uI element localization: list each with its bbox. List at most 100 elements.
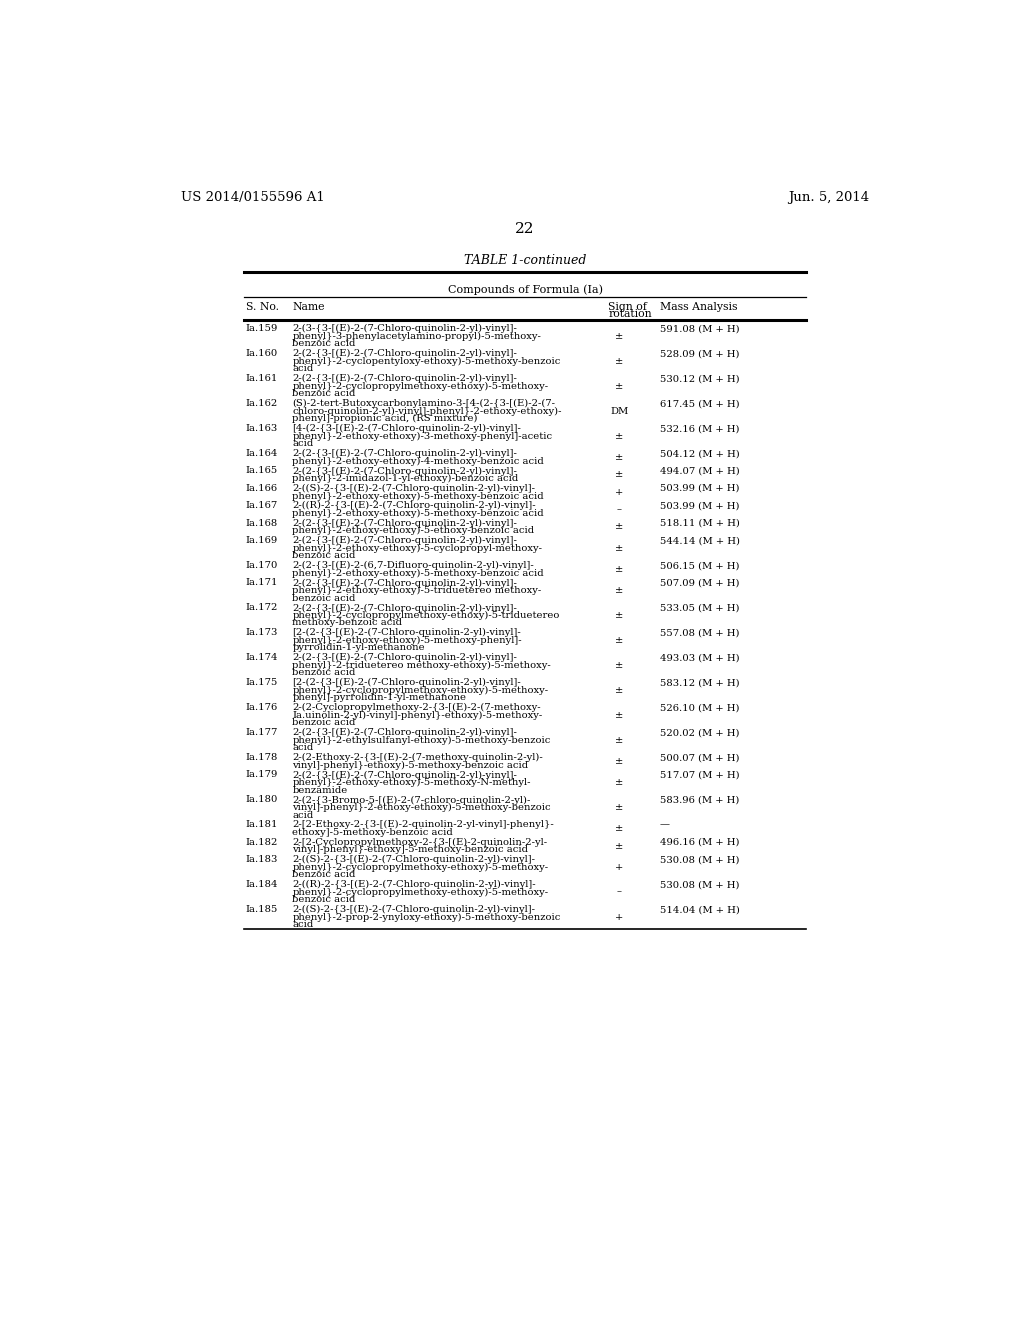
Text: phenyl}-3-phenylacetylamino-propyl)-5-methoxy-: phenyl}-3-phenylacetylamino-propyl)-5-me… — [292, 331, 541, 341]
Text: Ia.174: Ia.174 — [246, 653, 279, 663]
Text: 2-((S)-2-{3-[(E)-2-(7-Chloro-quinolin-2-yl)-vinyl]-: 2-((S)-2-{3-[(E)-2-(7-Chloro-quinolin-2-… — [292, 484, 536, 492]
Text: 583.96 (M + H): 583.96 (M + H) — [659, 796, 739, 804]
Text: Ia.169: Ia.169 — [246, 536, 279, 545]
Text: [2-(2-{3-[(E)-2-(7-Chloro-quinolin-2-yl)-vinyl]-: [2-(2-{3-[(E)-2-(7-Chloro-quinolin-2-yl)… — [292, 628, 521, 638]
Text: 518.11 (M + H): 518.11 (M + H) — [659, 519, 739, 528]
Text: Ia.172: Ia.172 — [246, 603, 279, 612]
Text: benzoic acid: benzoic acid — [292, 718, 355, 727]
Text: ±: ± — [615, 356, 624, 366]
Text: 2-[2-Cyclopropylmethoxy-2-{3-[(E)-2-quinolin-2-yl-: 2-[2-Cyclopropylmethoxy-2-{3-[(E)-2-quin… — [292, 838, 548, 847]
Text: acid: acid — [292, 440, 313, 449]
Text: 2-(2-{3-[(E)-2-(7-Chloro-quinolin-2-yl)-vinyl]-: 2-(2-{3-[(E)-2-(7-Chloro-quinolin-2-yl)-… — [292, 729, 517, 738]
Text: 2-(2-Cyclopropylmethoxy-2-{3-[(E)-2-(7-methoxy-: 2-(2-Cyclopropylmethoxy-2-{3-[(E)-2-(7-m… — [292, 704, 541, 713]
Text: ±: ± — [615, 523, 624, 532]
Text: Ia.181: Ia.181 — [246, 820, 279, 829]
Text: Ia.173: Ia.173 — [246, 628, 279, 638]
Text: acid: acid — [292, 810, 313, 820]
Text: vinyl]-phenyl}-ethoxy)-5-methoxy-benzoic acid: vinyl]-phenyl}-ethoxy)-5-methoxy-benzoic… — [292, 760, 528, 770]
Text: 583.12 (M + H): 583.12 (M + H) — [659, 678, 739, 688]
Text: 533.05 (M + H): 533.05 (M + H) — [659, 603, 739, 612]
Text: Ia.167: Ia.167 — [246, 502, 279, 511]
Text: ±: ± — [615, 842, 624, 850]
Text: acid: acid — [292, 364, 313, 374]
Text: phenyl}-2-cyclopropylmethoxy-ethoxy)-5-methoxy-: phenyl}-2-cyclopropylmethoxy-ethoxy)-5-m… — [292, 887, 549, 896]
Text: 494.07 (M + H): 494.07 (M + H) — [659, 466, 739, 475]
Text: acid: acid — [292, 920, 313, 929]
Text: DM: DM — [610, 407, 629, 416]
Text: 528.09 (M + H): 528.09 (M + H) — [659, 350, 739, 358]
Text: ±: ± — [615, 381, 624, 391]
Text: 2-(3-{3-[(E)-2-(7-Chloro-quinolin-2-yl)-vinyl]-: 2-(3-{3-[(E)-2-(7-Chloro-quinolin-2-yl)-… — [292, 325, 517, 334]
Text: 493.03 (M + H): 493.03 (M + H) — [659, 653, 739, 663]
Text: Ia.179: Ia.179 — [246, 771, 279, 780]
Text: phenyl}-2-ethylsulfanyl-ethoxy)-5-methoxy-benzoic: phenyl}-2-ethylsulfanyl-ethoxy)-5-methox… — [292, 735, 551, 744]
Text: Mass Analysis: Mass Analysis — [659, 302, 737, 312]
Text: Ia.171: Ia.171 — [246, 578, 279, 587]
Text: phenyl]-pyrrolidin-1-yl-methanone: phenyl]-pyrrolidin-1-yl-methanone — [292, 693, 466, 702]
Text: 507.09 (M + H): 507.09 (M + H) — [659, 578, 739, 587]
Text: Ia.176: Ia.176 — [246, 704, 279, 713]
Text: 2-((S)-2-{3-[(E)-2-(7-Chloro-quinolin-2-yl)-vinyl]-: 2-((S)-2-{3-[(E)-2-(7-Chloro-quinolin-2-… — [292, 906, 536, 915]
Text: benzoic acid: benzoic acid — [292, 895, 355, 904]
Text: ±: ± — [615, 710, 624, 719]
Text: ±: ± — [615, 565, 624, 574]
Text: 2-(2-Ethoxy-2-{3-[(E)-2-(7-methoxy-quinolin-2-yl)-: 2-(2-Ethoxy-2-{3-[(E)-2-(7-methoxy-quino… — [292, 754, 543, 762]
Text: 503.99 (M + H): 503.99 (M + H) — [659, 502, 739, 511]
Text: Compounds of Formula (Ia): Compounds of Formula (Ia) — [447, 285, 603, 296]
Text: Ia.161: Ia.161 — [246, 375, 279, 383]
Text: 2-(2-{3-[(E)-2-(7-Chloro-quinolin-2-yl)-vinyl]-: 2-(2-{3-[(E)-2-(7-Chloro-quinolin-2-yl)-… — [292, 466, 517, 475]
Text: ±: ± — [615, 735, 624, 744]
Text: Ia.168: Ia.168 — [246, 519, 279, 528]
Text: 496.16 (M + H): 496.16 (M + H) — [659, 838, 739, 846]
Text: Ia.184: Ia.184 — [246, 880, 279, 890]
Text: ±: ± — [615, 636, 624, 645]
Text: 2-(2-{3-[(E)-2-(7-Chloro-quinolin-2-yl)-vinyl]-: 2-(2-{3-[(E)-2-(7-Chloro-quinolin-2-yl)-… — [292, 449, 517, 458]
Text: acid: acid — [292, 743, 313, 752]
Text: Ia.178: Ia.178 — [246, 754, 279, 762]
Text: 2-(2-{3-Bromo-5-[(E)-2-(7-chloro-quinolin-2-yl)-: 2-(2-{3-Bromo-5-[(E)-2-(7-chloro-quinoli… — [292, 796, 530, 805]
Text: ±: ± — [615, 661, 624, 669]
Text: 2-((S)-2-{3-[(E)-2-(7-Chloro-quinolin-2-yl)-vinyl]-: 2-((S)-2-{3-[(E)-2-(7-Chloro-quinolin-2-… — [292, 855, 536, 865]
Text: phenyl}-2-cyclopropylmethoxy-ethoxy)-5-methoxy-: phenyl}-2-cyclopropylmethoxy-ethoxy)-5-m… — [292, 686, 549, 694]
Text: ±: ± — [615, 453, 624, 462]
Text: 2-((R)-2-{3-[(E)-2-(7-Chloro-quinolin-2-yl)-vinyl]-: 2-((R)-2-{3-[(E)-2-(7-Chloro-quinolin-2-… — [292, 880, 536, 890]
Text: ±: ± — [615, 586, 624, 595]
Text: phenyl}-2-cyclopentyloxy-ethoxy)-5-methoxy-benzoic: phenyl}-2-cyclopentyloxy-ethoxy)-5-metho… — [292, 356, 561, 366]
Text: Ia.183: Ia.183 — [246, 855, 279, 865]
Text: Ia.170: Ia.170 — [246, 561, 279, 570]
Text: chloro-quinolin-2-yl)-vinyl]-phenyl}-2-ethoxy-ethoxy)-: chloro-quinolin-2-yl)-vinyl]-phenyl}-2-e… — [292, 407, 562, 416]
Text: +: + — [615, 912, 624, 921]
Text: 520.02 (M + H): 520.02 (M + H) — [659, 729, 739, 737]
Text: pyrrolidin-1-yl-methanone: pyrrolidin-1-yl-methanone — [292, 643, 425, 652]
Text: –: – — [616, 887, 622, 896]
Text: 2-(2-{3-[(E)-2-(7-Chloro-quinolin-2-yl)-vinyl]-: 2-(2-{3-[(E)-2-(7-Chloro-quinolin-2-yl)-… — [292, 603, 517, 612]
Text: phenyl}-2-ethoxy-ethoxy)-4-methoxy-benzoic acid: phenyl}-2-ethoxy-ethoxy)-4-methoxy-benzo… — [292, 457, 544, 466]
Text: Ia.uinolin-2-yl)-vinyl]-phenyl}-ethoxy)-5-methoxy-: Ia.uinolin-2-yl)-vinyl]-phenyl}-ethoxy)-… — [292, 710, 543, 719]
Text: 557.08 (M + H): 557.08 (M + H) — [659, 628, 739, 638]
Text: Ia.177: Ia.177 — [246, 729, 279, 737]
Text: phenyl]-propionic acid, (RS mixture): phenyl]-propionic acid, (RS mixture) — [292, 414, 478, 424]
Text: +: + — [615, 487, 624, 496]
Text: ±: ± — [615, 756, 624, 766]
Text: Sign of: Sign of — [608, 302, 647, 312]
Text: 2-(2-{3-[(E)-2-(7-Chloro-quinolin-2-yl)-vinyl]-: 2-(2-{3-[(E)-2-(7-Chloro-quinolin-2-yl)-… — [292, 375, 517, 383]
Text: benzoic acid: benzoic acid — [292, 870, 355, 879]
Text: phenyl}-2-ethoxy-ethoxy)-5-methoxy-benzoic acid: phenyl}-2-ethoxy-ethoxy)-5-methoxy-benzo… — [292, 491, 544, 500]
Text: —: — — [659, 820, 670, 829]
Text: +: + — [615, 863, 624, 871]
Text: phenyl}-2-cyclopropylmethoxy-ethoxy)-5-methoxy-: phenyl}-2-cyclopropylmethoxy-ethoxy)-5-m… — [292, 863, 549, 871]
Text: ±: ± — [615, 470, 624, 479]
Text: 500.07 (M + H): 500.07 (M + H) — [659, 754, 739, 762]
Text: phenyl}-2-ethoxy-ethoxy)-5-triduetereo methoxy-: phenyl}-2-ethoxy-ethoxy)-5-triduetereo m… — [292, 586, 542, 595]
Text: 514.04 (M + H): 514.04 (M + H) — [659, 906, 739, 913]
Text: 2-(2-{3-[(E)-2-(7-Chloro-quinolin-2-yl)-vinyl]-: 2-(2-{3-[(E)-2-(7-Chloro-quinolin-2-yl)-… — [292, 653, 517, 663]
Text: [2-(2-{3-[(E)-2-(7-Chloro-quinolin-2-yl)-vinyl]-: [2-(2-{3-[(E)-2-(7-Chloro-quinolin-2-yl)… — [292, 678, 521, 688]
Text: 2-(2-{3-[(E)-2-(7-Chloro-quinolin-2-yl)-vinyl]-: 2-(2-{3-[(E)-2-(7-Chloro-quinolin-2-yl)-… — [292, 519, 517, 528]
Text: Ia.160: Ia.160 — [246, 350, 279, 358]
Text: rotation: rotation — [608, 309, 652, 319]
Text: 591.08 (M + H): 591.08 (M + H) — [659, 325, 739, 334]
Text: phenyl}-2-ethoxy-ethoxy)-5-methoxy-benzoic acid: phenyl}-2-ethoxy-ethoxy)-5-methoxy-benzo… — [292, 508, 544, 517]
Text: Ia.175: Ia.175 — [246, 678, 279, 688]
Text: Ia.164: Ia.164 — [246, 449, 279, 458]
Text: phenyl}-2-imidazol-1-yl-ethoxy)-benzoic acid: phenyl}-2-imidazol-1-yl-ethoxy)-benzoic … — [292, 474, 518, 483]
